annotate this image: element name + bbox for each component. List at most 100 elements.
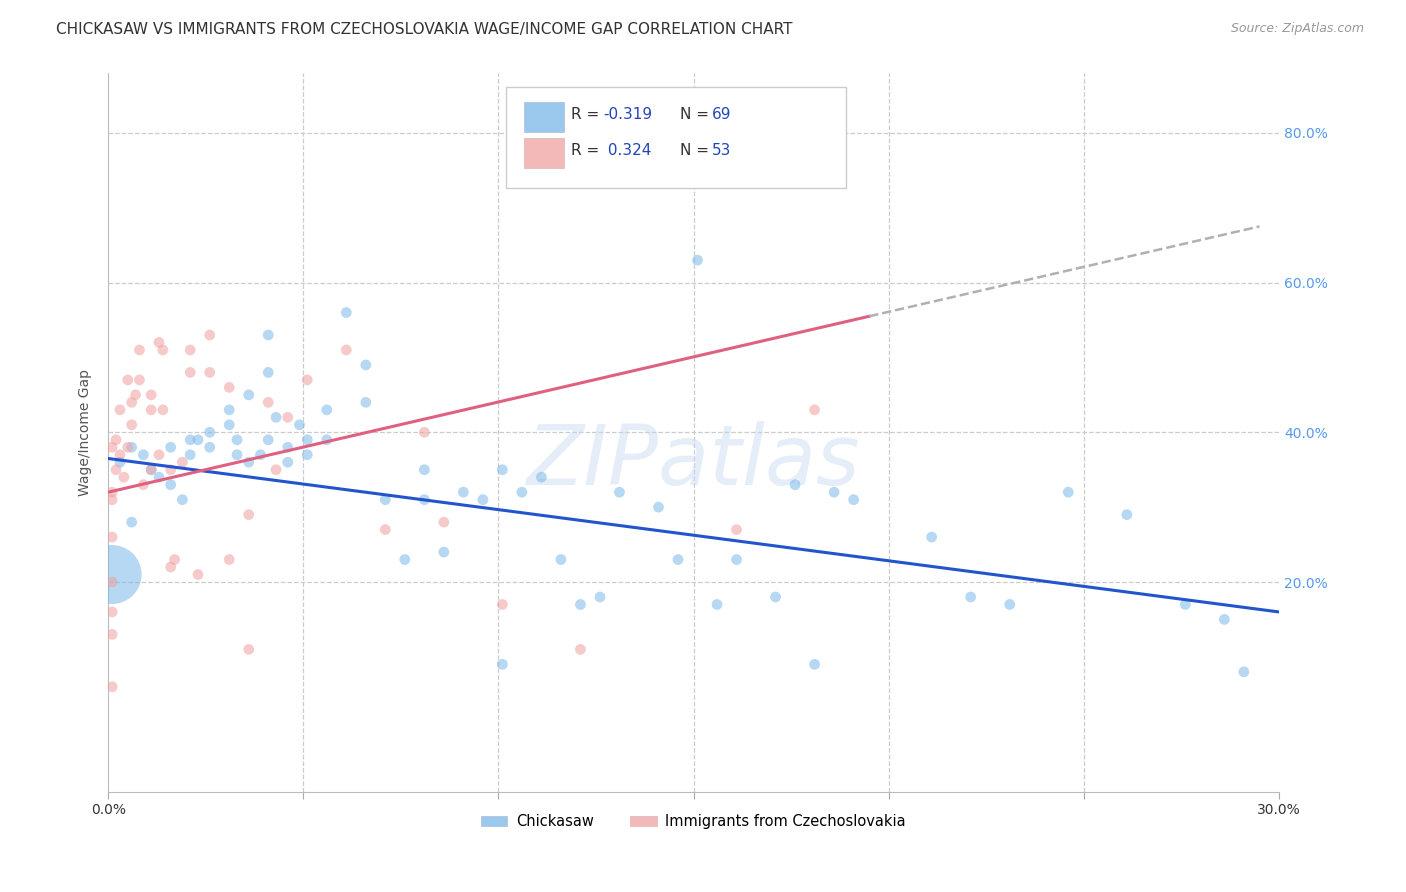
Point — [179, 366, 201, 380]
Point — [218, 402, 240, 417]
Point — [179, 433, 201, 447]
Point — [491, 463, 513, 477]
Point — [1115, 508, 1137, 522]
Point — [101, 627, 124, 641]
Point — [148, 470, 170, 484]
Point — [530, 470, 553, 484]
Point — [921, 530, 943, 544]
Point — [315, 402, 337, 417]
Text: 69: 69 — [713, 107, 733, 122]
Point — [112, 470, 135, 484]
Point — [491, 657, 513, 672]
Point — [257, 366, 280, 380]
Point — [101, 485, 124, 500]
Point — [998, 598, 1021, 612]
Point — [141, 388, 163, 402]
Text: R =: R = — [571, 107, 603, 122]
Point — [187, 567, 209, 582]
Text: ZIPatlas: ZIPatlas — [527, 420, 860, 501]
Point — [257, 328, 280, 343]
Point — [413, 425, 436, 440]
Point — [132, 477, 155, 491]
Point — [198, 440, 221, 454]
Point — [1057, 485, 1080, 500]
Text: -0.319: -0.319 — [603, 107, 652, 122]
Point — [264, 410, 287, 425]
Point — [1233, 665, 1256, 679]
Point — [101, 567, 124, 582]
FancyBboxPatch shape — [524, 102, 564, 132]
Point — [765, 590, 787, 604]
FancyBboxPatch shape — [524, 137, 564, 168]
Point — [257, 433, 280, 447]
Point — [315, 433, 337, 447]
Point — [101, 492, 124, 507]
FancyBboxPatch shape — [506, 87, 846, 188]
Text: 0.324: 0.324 — [603, 143, 652, 158]
Point — [257, 395, 280, 409]
Point — [288, 417, 311, 432]
Point — [354, 395, 377, 409]
Y-axis label: Wage/Income Gap: Wage/Income Gap — [79, 368, 93, 496]
Point — [141, 402, 163, 417]
Point — [121, 440, 143, 454]
Point — [453, 485, 475, 500]
Point — [550, 552, 572, 566]
Point — [433, 545, 456, 559]
Point — [101, 605, 124, 619]
Point — [152, 402, 174, 417]
Text: N =: N = — [679, 143, 713, 158]
Point — [218, 417, 240, 432]
Point — [374, 523, 396, 537]
Point — [277, 440, 299, 454]
Point — [471, 492, 494, 507]
Point — [706, 598, 728, 612]
Point — [121, 515, 143, 529]
Point — [725, 552, 748, 566]
Text: 53: 53 — [713, 143, 731, 158]
Point — [101, 680, 124, 694]
Point — [647, 500, 669, 515]
Point — [609, 485, 631, 500]
Point — [374, 492, 396, 507]
Point — [1213, 612, 1236, 626]
Point — [124, 388, 146, 402]
Point — [121, 395, 143, 409]
Point — [264, 463, 287, 477]
Point — [108, 455, 131, 469]
Point — [783, 477, 806, 491]
Point — [105, 433, 128, 447]
Point — [335, 343, 357, 357]
Point — [686, 253, 709, 268]
Text: Source: ZipAtlas.com: Source: ZipAtlas.com — [1230, 22, 1364, 36]
Text: N =: N = — [679, 107, 713, 122]
Point — [198, 425, 221, 440]
Point — [159, 440, 181, 454]
Point — [394, 552, 416, 566]
Point — [433, 515, 456, 529]
Point — [666, 552, 689, 566]
Point — [297, 448, 319, 462]
Text: CHICKASAW VS IMMIGRANTS FROM CZECHOSLOVAKIA WAGE/INCOME GAP CORRELATION CHART: CHICKASAW VS IMMIGRANTS FROM CZECHOSLOVA… — [56, 22, 793, 37]
Point — [354, 358, 377, 372]
Point — [128, 373, 150, 387]
Point — [238, 508, 260, 522]
Point — [510, 485, 533, 500]
Point — [159, 463, 181, 477]
Legend: Chickasaw, Immigrants from Czechoslovakia: Chickasaw, Immigrants from Czechoslovaki… — [475, 808, 912, 835]
Point — [198, 328, 221, 343]
Point — [238, 388, 260, 402]
Point — [297, 433, 319, 447]
Point — [413, 463, 436, 477]
Point — [117, 373, 139, 387]
Point — [148, 448, 170, 462]
Point — [101, 440, 124, 454]
Point — [218, 380, 240, 394]
Point — [589, 590, 612, 604]
Point — [218, 552, 240, 566]
Point — [101, 574, 124, 589]
Point — [128, 343, 150, 357]
Point — [121, 417, 143, 432]
Point — [226, 433, 249, 447]
Point — [823, 485, 845, 500]
